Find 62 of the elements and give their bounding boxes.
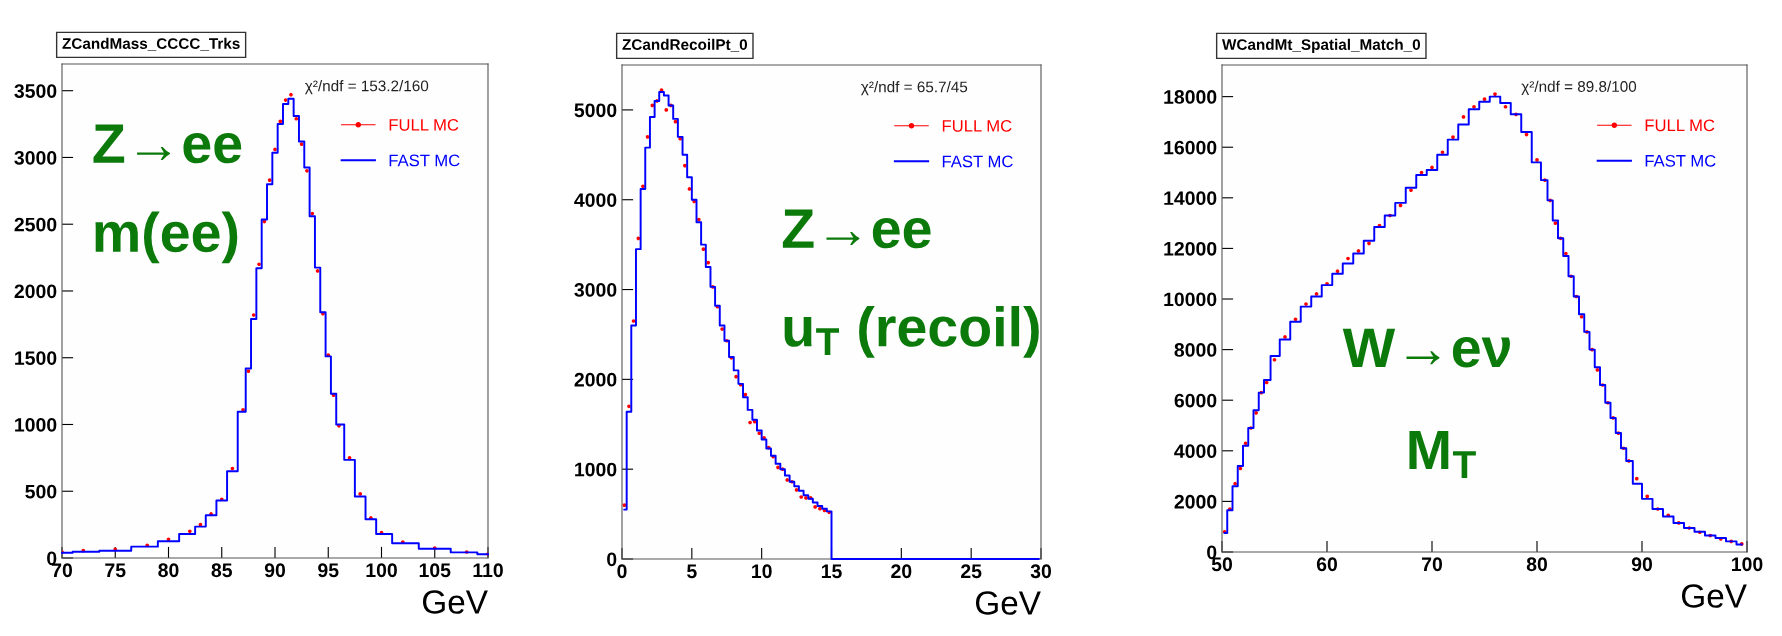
annotation: Z→ee xyxy=(782,209,931,249)
legend-label: FULL MC xyxy=(389,118,459,131)
x-tick-label: 80 xyxy=(158,563,179,578)
x-tick-label: 90 xyxy=(1631,557,1653,572)
y-tick-label: 5000 xyxy=(574,103,617,118)
x-tick-label: 60 xyxy=(1316,557,1338,572)
annotation: u$_{T}$ (recoil) xyxy=(784,306,1039,358)
legend-label: FAST MC xyxy=(1645,154,1716,167)
x-tick-label: 70 xyxy=(1422,557,1443,572)
x-tick-label: 0 xyxy=(617,564,627,579)
y-tick-label: 4000 xyxy=(1174,444,1217,459)
chart-title: WCandMt_Spatial_Match_0 xyxy=(1222,38,1421,53)
legend-label: FULL MC xyxy=(1645,119,1715,132)
x-tick-label: 100 xyxy=(1732,557,1763,572)
x-tick-label: 110 xyxy=(473,563,503,578)
chart-title: ZCandRecoilPt_0 xyxy=(622,38,748,52)
x-axis-title: GeV xyxy=(975,591,1041,615)
annotation: χ²/ndf = 89.8/100 xyxy=(1521,80,1637,95)
x-tick-label: 90 xyxy=(264,563,286,578)
x-tick-label: 20 xyxy=(891,564,912,579)
y-tick-label: 3500 xyxy=(14,84,57,98)
x-tick-label: 85 xyxy=(211,563,233,578)
x-tick-label: 75 xyxy=(105,563,126,578)
annotation: χ²/ndf = 153.2/160 xyxy=(304,80,429,95)
legend-label: FAST MC xyxy=(389,154,460,167)
y-tick-label: 4000 xyxy=(574,193,617,207)
y-tick-label: 2500 xyxy=(14,217,57,232)
x-tick-label: 95 xyxy=(318,563,339,578)
y-tick-label: 500 xyxy=(25,484,57,499)
x-tick-label: 25 xyxy=(961,564,982,579)
y-tick-label: 3000 xyxy=(14,150,57,165)
x-tick-label: 5 xyxy=(687,564,697,579)
x-tick-label: 15 xyxy=(821,564,842,579)
legend-label: FAST MC xyxy=(942,155,1013,168)
y-tick-label: 14000 xyxy=(1164,191,1217,206)
x-tick-label: 10 xyxy=(752,564,772,579)
y-tick-label: 2000 xyxy=(1174,494,1217,509)
annotation: Z→ee xyxy=(93,124,242,164)
y-tick-label: 12000 xyxy=(1164,241,1217,256)
x-tick-label: 100 xyxy=(366,563,397,578)
annotation: M$_{T}$ xyxy=(1409,430,1476,478)
y-tick-label: 1000 xyxy=(15,417,57,432)
y-tick-label: 6000 xyxy=(1174,393,1217,408)
chart-title: ZCandMass_CCCC_Trks xyxy=(62,37,240,51)
y-tick-label: 2000 xyxy=(574,372,617,387)
x-axis-title: GeV xyxy=(422,590,488,614)
x-axis-title: GeV xyxy=(1681,584,1747,608)
legend-label: FULL MC xyxy=(942,119,1012,132)
y-tick-label: 10000 xyxy=(1164,292,1217,307)
x-tick-label: 105 xyxy=(419,563,451,578)
y-tick-label: 2000 xyxy=(14,284,57,299)
y-tick-label: 16000 xyxy=(1164,140,1217,155)
annotation: m(ee) xyxy=(95,211,238,264)
y-tick-label: 8000 xyxy=(1174,343,1217,357)
y-tick-label: 1500 xyxy=(15,351,57,365)
y-tick-label: 1000 xyxy=(575,462,617,477)
x-tick-label: 80 xyxy=(1526,557,1548,572)
x-tick-label: 30 xyxy=(1030,564,1052,579)
y-tick-label: 18000 xyxy=(1164,90,1217,104)
annotation: χ²/ndf = 65.7/45 xyxy=(860,81,968,96)
annotation: W→eν xyxy=(1342,328,1511,368)
y-tick-label: 3000 xyxy=(574,283,617,297)
